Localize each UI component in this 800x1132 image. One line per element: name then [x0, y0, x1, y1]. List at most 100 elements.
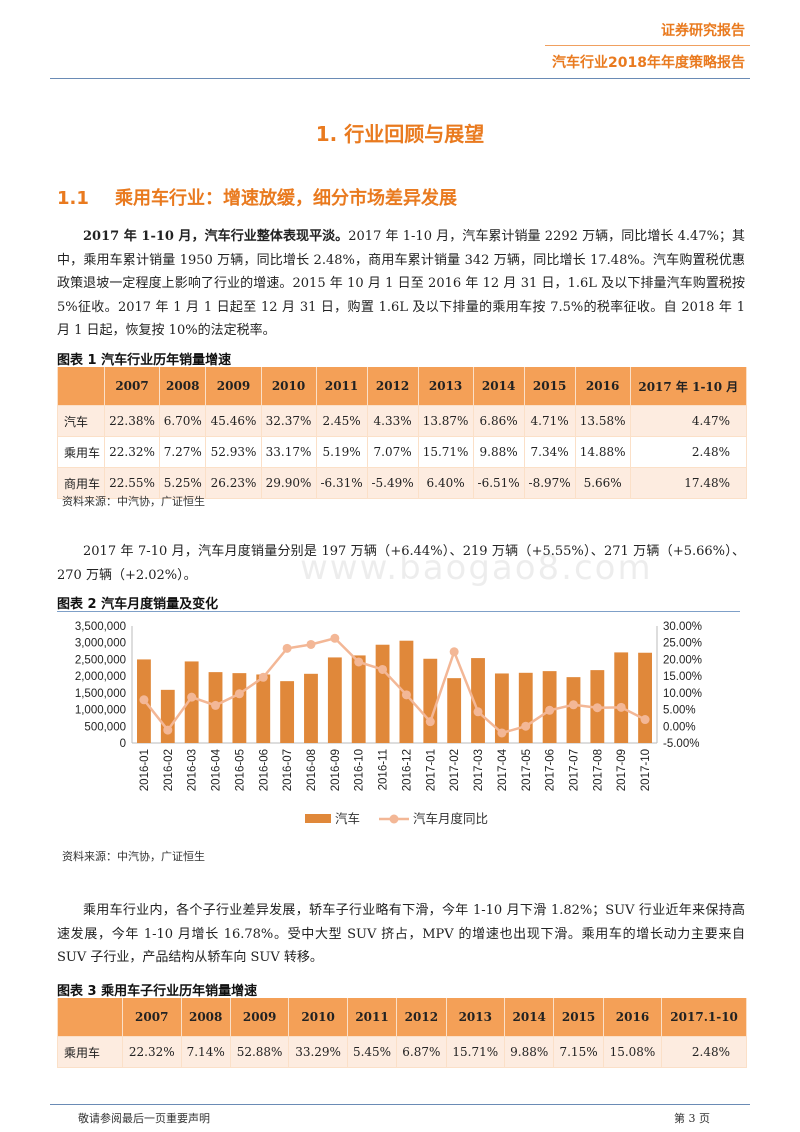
table3: 2007 2008 2009 2010 2011 2012 2013 2014 2015 2016… — [57, 998, 747, 1068]
table1-title: 图表 1 汽车行业历年销量增速 — [57, 353, 232, 368]
table-cell: 6.86% — [472, 405, 525, 437]
yoy-point — [521, 721, 531, 731]
table-cell: 4.47% — [629, 405, 748, 437]
table1: 2007 2008 2009 2010 2011 2012 2013 2014 2015 2016… — [57, 367, 748, 499]
x-tick-label: 2017-05 — [521, 749, 533, 791]
column-header: 2008 — [159, 367, 207, 406]
yoy-point — [378, 664, 388, 674]
table3-corner — [57, 998, 123, 1037]
table-cell: 2.48% — [661, 1036, 747, 1068]
column-header: 2015 — [523, 367, 576, 406]
table-cell: 7.34% — [523, 436, 576, 468]
table-cell: 22.38% — [103, 405, 161, 437]
column-header: 2016 — [574, 367, 631, 406]
column-header: 2014 — [472, 367, 525, 406]
y-right-tick-label: 30.00% — [663, 621, 702, 633]
table-cell: 33.29% — [288, 1036, 348, 1068]
x-tick-label: 2017-08 — [592, 749, 604, 791]
y-left-tick-label: 0 — [120, 738, 126, 750]
bar — [232, 673, 247, 743]
subsection-text: 乘用车行业：增速放缓，细分市场差异发展 — [115, 188, 457, 209]
monthly-sales-chart: 0 500,000 1,000,000 1,500,000 2,000,000 2,500… — [75, 621, 702, 826]
paragraph-2: 2017 年 7-10 月，汽车月度销量分别是 197 万辆（+6.44%）、2… — [57, 544, 745, 583]
table-cell: 9.88% — [504, 1036, 555, 1068]
column-header: 2012 — [396, 998, 447, 1037]
table-cell: 7.15% — [553, 1036, 604, 1068]
yoy-point — [282, 643, 292, 653]
table1-corner — [57, 367, 105, 406]
paragraph-3: 乘用车行业内，各个子行业差异发展，轿车子行业略有下滑，今年 1-10 月下滑 1… — [57, 903, 745, 965]
table-cell: 6.87% — [396, 1036, 447, 1068]
table-cell: 45.46% — [205, 405, 262, 437]
table-cell: -8.97% — [523, 467, 576, 499]
table-cell: 6.70% — [159, 405, 207, 437]
table-cell: 33.17% — [260, 436, 317, 468]
table-cell: 5.45% — [346, 1036, 398, 1068]
footer-disclaimer: 敬请参阅最后一页重要声明 — [78, 1112, 210, 1125]
y-left-tick-label: 500,000 — [84, 721, 126, 733]
table-cell: -6.51% — [472, 467, 525, 499]
bar — [518, 672, 533, 743]
x-tick-label: 2016-12 — [401, 749, 413, 791]
table-cell: 52.93% — [205, 436, 262, 468]
column-header: 2017.1-10 — [661, 998, 747, 1037]
paragraph-1-lead: 2017 年 1-10 月，汽车行业整体表现平淡。 — [83, 229, 349, 244]
legend-line-marker — [389, 814, 399, 824]
column-header: 2014 — [504, 998, 555, 1037]
y-left-tick-label: 2,500,000 — [75, 654, 126, 666]
table-row: 乘用车 22.32% 7.14% 52.88% 33.29% 5.45% 6.87% 15.7… — [57, 1036, 747, 1068]
table3-header-row: 2007 2008 2009 2010 2011 2012 2013 2014 2015 2016… — [57, 998, 747, 1037]
bar — [160, 689, 175, 743]
row-label: 乘用车 — [57, 1036, 123, 1068]
x-tick-label: 2017-09 — [616, 749, 628, 791]
x-tick-label: 2017-01 — [425, 749, 437, 791]
table-cell: 15.71% — [445, 1036, 506, 1068]
y-left-tick-label: 1,500,000 — [75, 688, 126, 700]
table-cell: 26.23% — [205, 467, 262, 499]
bar — [375, 644, 390, 743]
y-right-tick-label: 0.00% — [663, 721, 696, 733]
bar — [447, 678, 462, 743]
bar — [280, 681, 295, 743]
column-header: 2017 年 1-10 月 — [629, 367, 748, 406]
bar — [423, 658, 438, 743]
row-label: 汽车 — [57, 405, 105, 437]
legend-bar-label: 汽车 — [335, 811, 360, 826]
table1-header-row: 2007 2008 2009 2010 2011 2012 2013 2014 2015 2016… — [57, 367, 748, 406]
yoy-point — [497, 728, 507, 738]
table-cell: 13.58% — [574, 405, 631, 437]
x-tick-label: 2016-03 — [187, 749, 199, 791]
x-tick-label: 2017-02 — [449, 749, 461, 791]
x-tick-label: 2016-07 — [282, 749, 294, 791]
x-tick-label: 2017-10 — [640, 749, 652, 791]
bar — [494, 673, 509, 743]
paragraph-1: 2017 年 1-10 月，汽车行业整体表现平淡。2017 年 1-10 月，汽… — [57, 225, 745, 343]
yoy-point — [258, 672, 268, 682]
bar — [638, 652, 652, 743]
footer-page-number: 第 3 页 — [674, 1112, 710, 1125]
x-tick-label: 2016-10 — [354, 749, 366, 791]
yoy-point — [473, 707, 483, 717]
yoy-point — [187, 692, 197, 702]
chart-source: 资料来源：中汽协，广证恒生 — [62, 850, 205, 863]
column-header: 2013 — [417, 367, 474, 406]
y-right-tick-label: -5.00% — [663, 738, 699, 750]
y-left-tick-label: 2,000,000 — [75, 671, 126, 683]
table-cell: 2.45% — [315, 405, 368, 437]
bar — [566, 677, 581, 743]
column-header: 2015 — [553, 998, 604, 1037]
subsection-title: 1.1 乘用车行业：增速放缓，细分市场差异发展 — [57, 184, 457, 210]
column-header: 2007 — [103, 367, 161, 406]
yoy-point — [401, 690, 411, 700]
x-tick-label: 2017-03 — [473, 749, 485, 791]
table3-title: 图表 3 乘用车子行业历年销量增速 — [57, 984, 258, 999]
column-header: 2016 — [602, 998, 663, 1037]
table-row: 乘用车 22.32% 7.27% 52.93% 33.17% 5.19% 7.07% 15.7… — [57, 436, 748, 468]
watermark: www.baogao8.com — [300, 548, 653, 588]
footer-divider — [50, 1104, 750, 1105]
report-name: 汽车行业2018年年度策略报告 — [552, 55, 745, 71]
table-cell: -6.31% — [315, 467, 368, 499]
table-cell: 5.66% — [574, 467, 631, 499]
y-right-tick-label: 15.00% — [663, 671, 702, 683]
header-divider-top — [545, 45, 750, 46]
